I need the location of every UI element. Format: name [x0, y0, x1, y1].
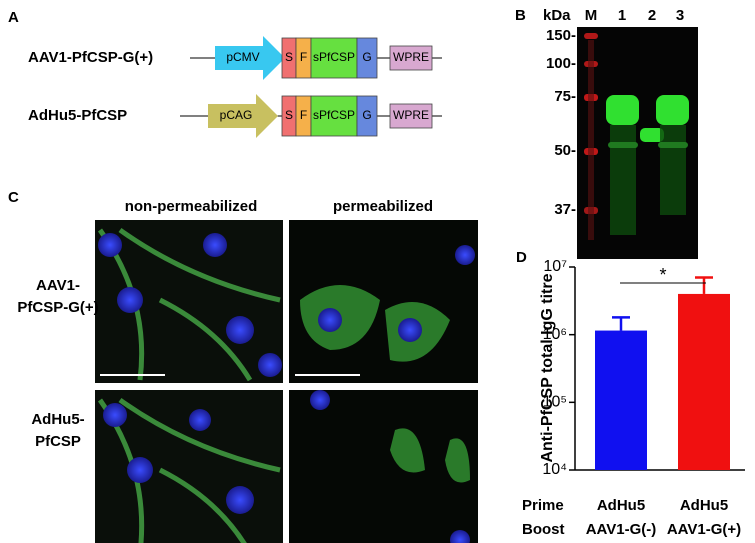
- cassette-part: [310, 95, 358, 137]
- cassette-part: [356, 37, 378, 79]
- wpre: [389, 103, 433, 129]
- part-label: S: [285, 50, 293, 64]
- row-name: Prime: [522, 497, 564, 514]
- part-label: sPfCSP: [313, 108, 355, 122]
- row-label: PfCSP: [35, 433, 81, 450]
- promoter-label: pCAG: [220, 108, 253, 122]
- marker-label: 37-: [554, 201, 576, 218]
- marker-label: 150-: [546, 27, 576, 44]
- y-tick-label: 10⁶: [543, 326, 567, 343]
- y-tick-label: 10⁷: [543, 258, 567, 275]
- x-tick-label: AAV1-G(-): [586, 521, 657, 538]
- bar: [678, 293, 730, 470]
- promoter-label: pCMV: [226, 50, 259, 64]
- column-header: permeabilized: [333, 198, 433, 215]
- lane-label: 2: [648, 7, 656, 24]
- part-label: F: [300, 50, 307, 64]
- gel-bands: [584, 33, 689, 240]
- y-axis-label: Anti-PfCSP total IgG titre: [539, 273, 556, 462]
- panel-label: B: [515, 7, 526, 24]
- cassette-part: [310, 37, 358, 79]
- marker-label: 100-: [546, 55, 576, 72]
- promoter: [215, 36, 285, 80]
- lane-label: 3: [676, 7, 684, 24]
- row-label: AdHu5-: [31, 411, 84, 428]
- y-tick-label: 10⁵: [543, 394, 567, 411]
- micrographs: [95, 220, 478, 543]
- x-tick-label: AdHu5: [597, 497, 645, 514]
- column-header: non-permeabilized: [125, 198, 258, 215]
- part-label: F: [300, 108, 307, 122]
- wpre-label: WPRE: [393, 50, 429, 64]
- row-name: Boost: [522, 521, 565, 538]
- x-tick-label: AAV1-G(+): [667, 521, 741, 538]
- construct-name: AdHu5-PfCSP: [28, 107, 127, 124]
- part-label: G: [362, 108, 371, 122]
- y-tick-label: 10⁴: [542, 461, 567, 478]
- part-label: S: [285, 108, 293, 122]
- panel-label: A: [8, 9, 19, 26]
- row-label: AAV1-: [36, 277, 80, 294]
- panel-label: D: [516, 249, 527, 266]
- wpre-label: WPRE: [393, 108, 429, 122]
- x-tick-label: AdHu5: [680, 497, 728, 514]
- part-label: sPfCSP: [313, 50, 355, 64]
- marker-label: 75-: [554, 88, 576, 105]
- lane-label: M: [585, 7, 598, 24]
- wpre: [389, 45, 433, 71]
- unit-label: kDa: [543, 7, 571, 24]
- marker-label: 50-: [554, 142, 576, 159]
- significance-mark: *: [659, 265, 666, 285]
- lane-label: 1: [618, 7, 626, 24]
- panel-label: C: [8, 189, 19, 206]
- cassette-part: [356, 95, 378, 137]
- row-label: PfCSP-G(+): [17, 299, 98, 316]
- promoter: [208, 94, 278, 138]
- bar: [595, 330, 647, 470]
- construct-name: AAV1-PfCSP-G(+): [28, 49, 153, 66]
- part-label: G: [362, 50, 371, 64]
